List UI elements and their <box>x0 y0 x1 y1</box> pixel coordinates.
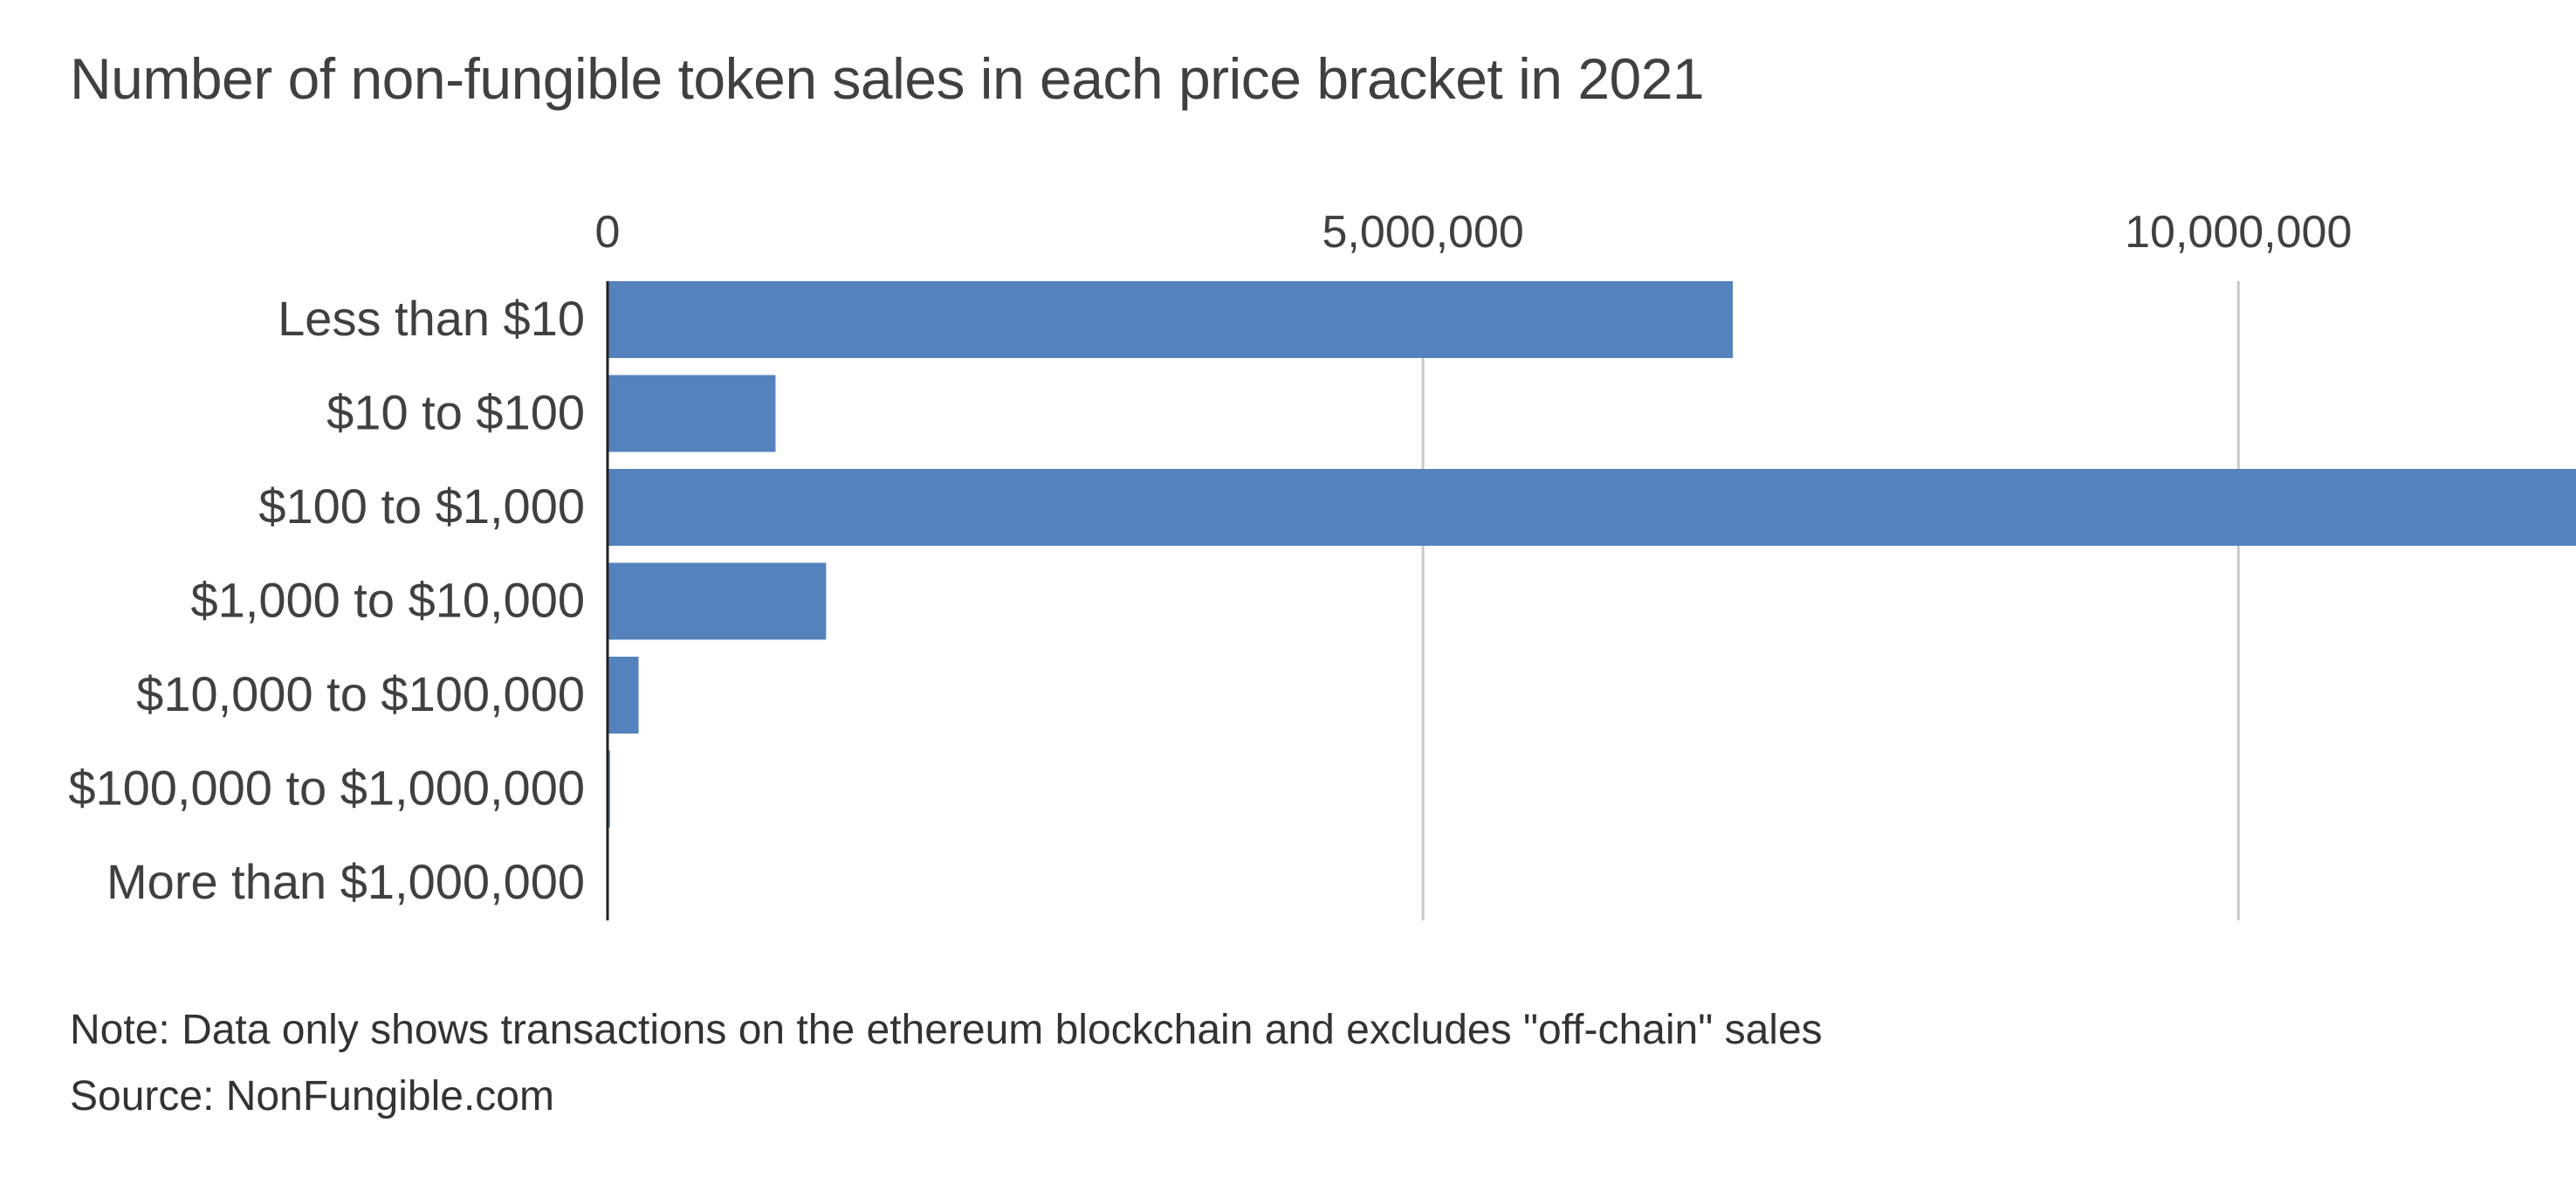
category-label: $100,000 to $1,000,000 <box>68 761 585 816</box>
x-tick-label: 0 <box>595 207 621 258</box>
bars <box>608 281 2576 921</box>
gridlines <box>1421 281 2240 920</box>
category-label: $100 to $1,000 <box>258 479 585 534</box>
x-tick-label: 10,000,000 <box>2125 207 2352 258</box>
category-label: Less than $10 <box>278 291 585 346</box>
bar <box>608 281 1734 358</box>
category-labels: Less than $10 $10 to $100 $100 to $1,000 $1… <box>68 291 585 909</box>
category-label: $10,000 to $100,000 <box>136 666 585 721</box>
x-tick-label: 5,000,000 <box>1322 207 1523 258</box>
category-label: $10 to $100 <box>326 385 585 440</box>
chart-source: Source: NonFungible.com <box>70 1073 554 1120</box>
bar <box>608 469 2576 546</box>
bar <box>608 562 827 640</box>
bar <box>608 657 639 734</box>
bar <box>608 375 776 452</box>
category-label: $1,000 to $10,000 <box>190 573 585 628</box>
x-axis-ticks: 0 5,000,000 10,000,000 <box>595 207 2353 258</box>
category-label: More than $1,000,000 <box>106 854 585 909</box>
chart-title: Number of non-fungible token sales in ea… <box>70 46 1705 111</box>
chart-note: Note: Data only shows transactions on th… <box>70 1007 1823 1053</box>
